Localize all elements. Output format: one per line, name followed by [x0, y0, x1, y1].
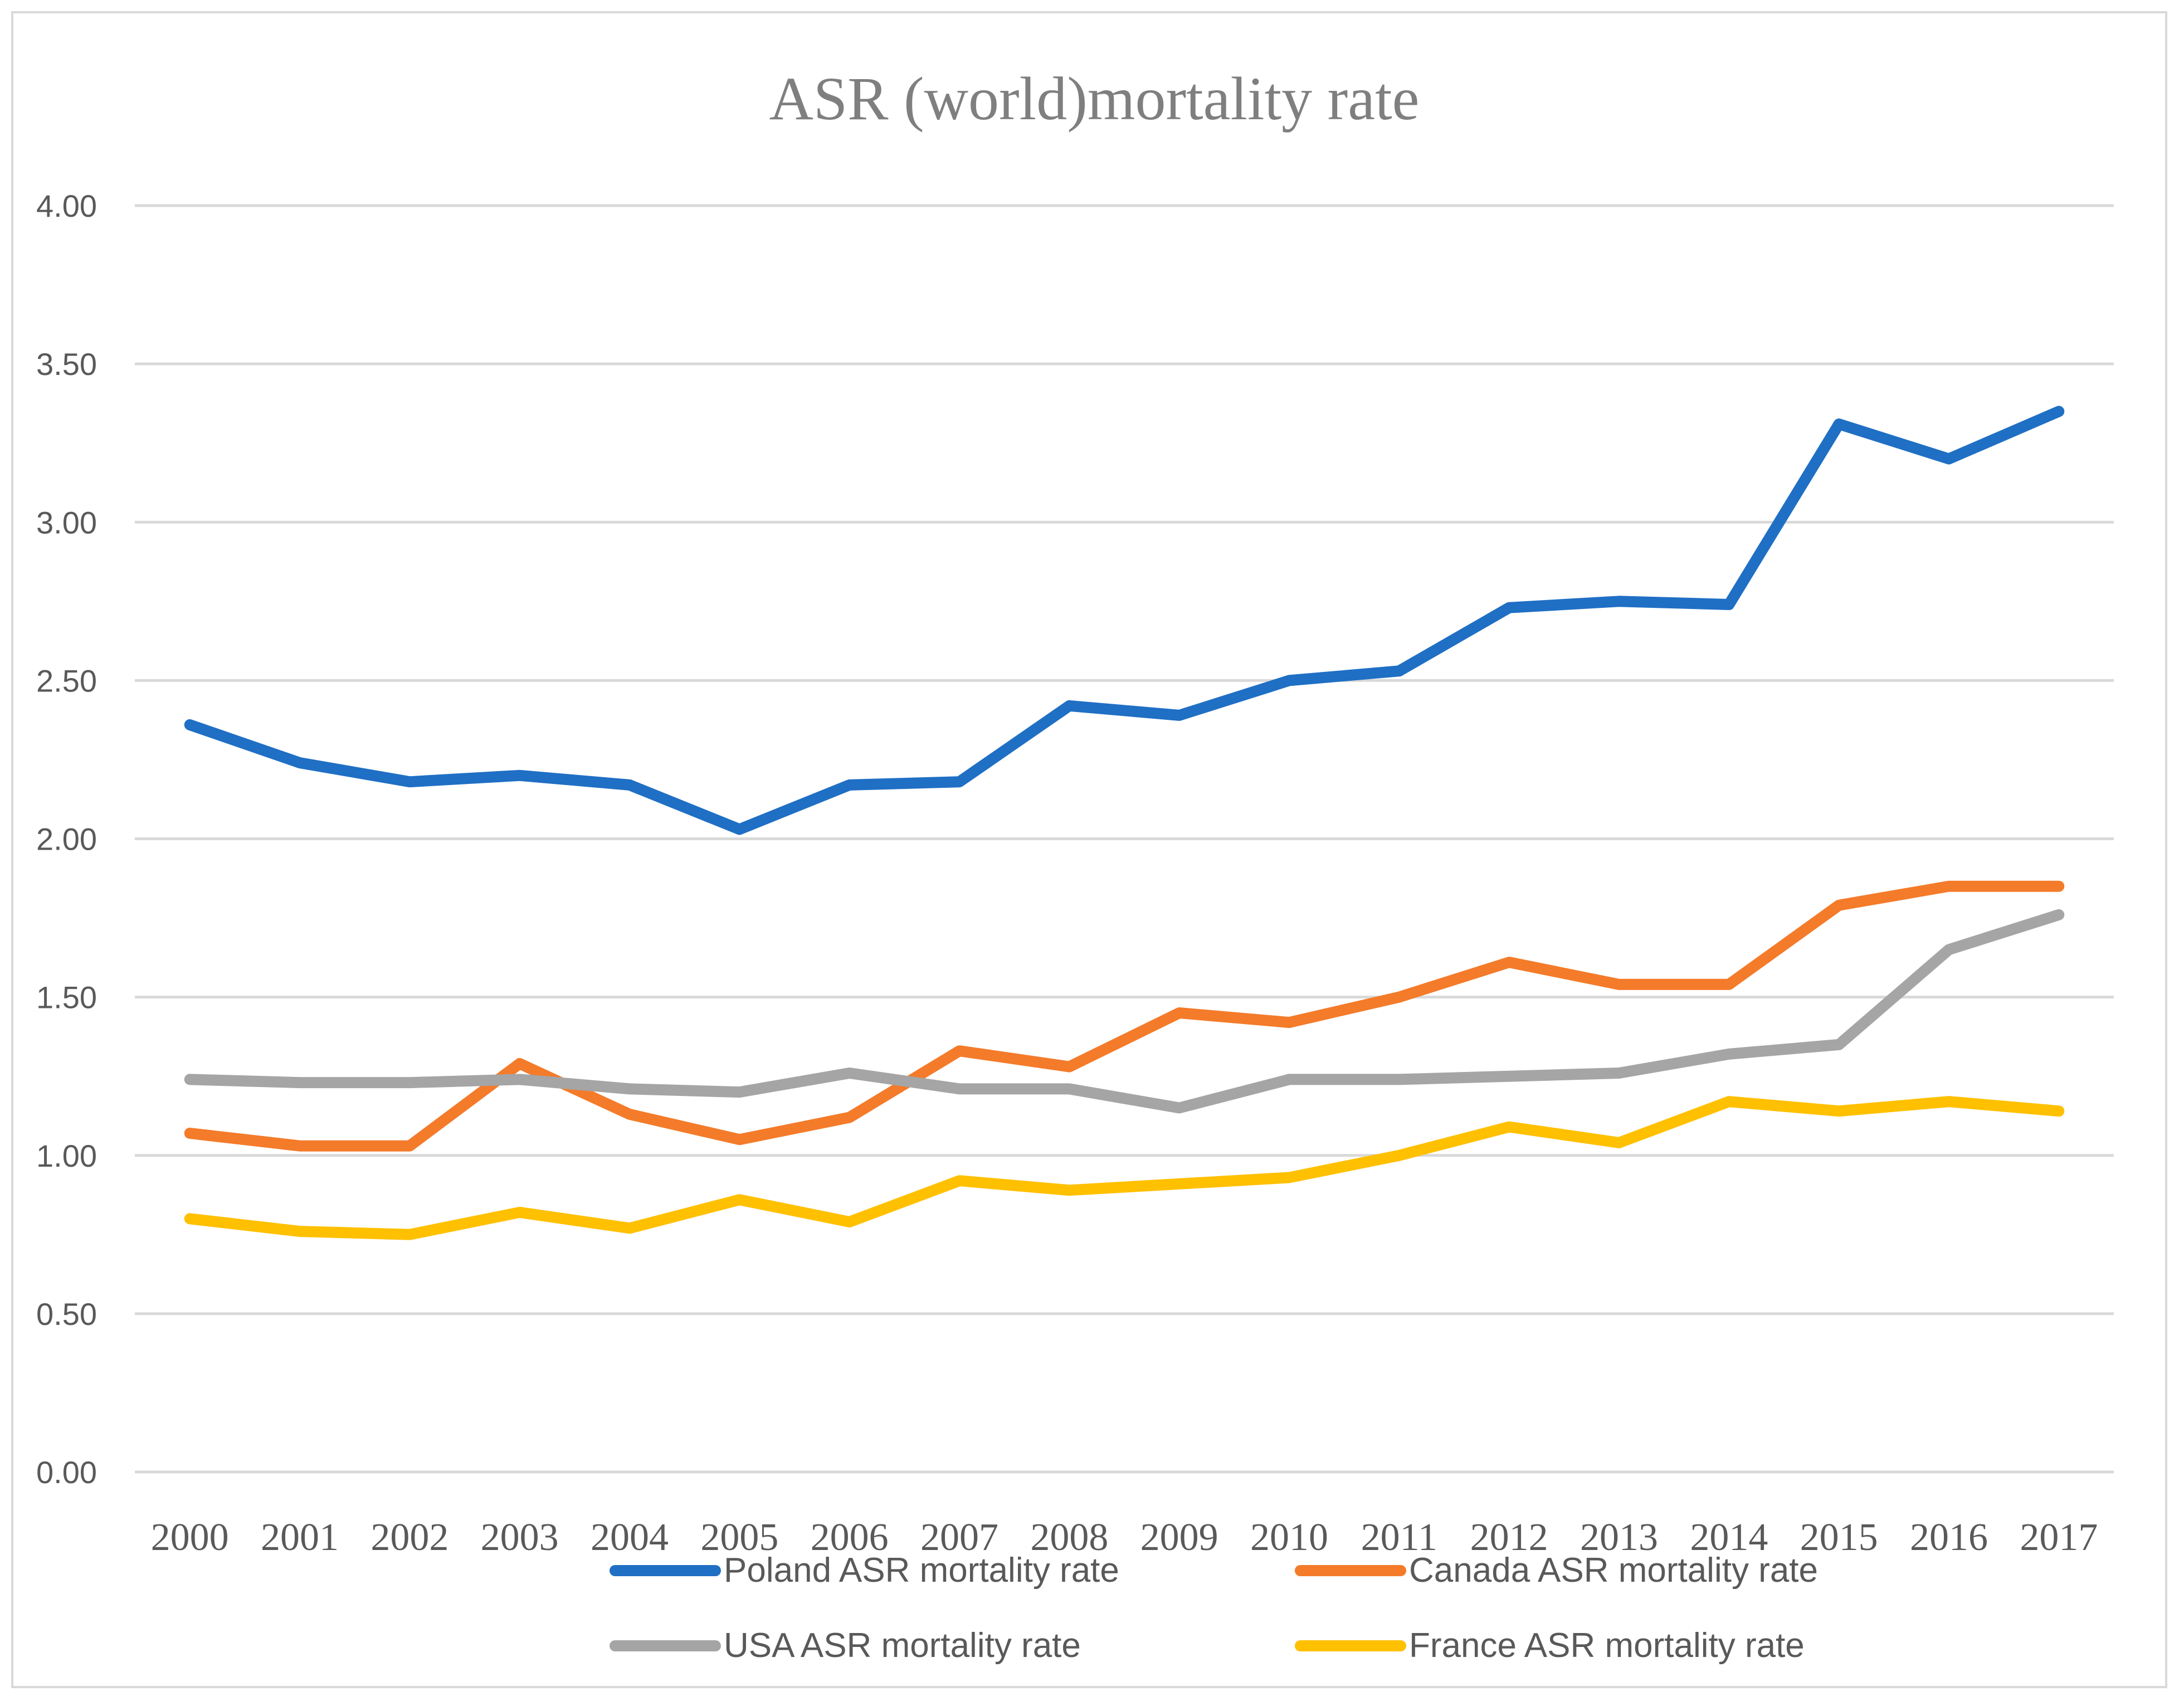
y-tick-label: 3.00	[36, 505, 97, 540]
legend-item[interactable]: Poland ASR mortality rate	[610, 1551, 1119, 1590]
x-tick-label: 2016	[1910, 1516, 1988, 1559]
legend[interactable]: Poland ASR mortality rate Canada ASR mort…	[610, 1551, 1818, 1665]
legend-item[interactable]: Canada ASR mortality rate	[1295, 1551, 1818, 1590]
x-tick-label: 2000	[151, 1516, 229, 1559]
x-tick-label: 2011	[1361, 1516, 1437, 1559]
x-tick-label: 2005	[700, 1516, 778, 1559]
series-line	[184, 909, 2065, 1114]
legend-label: USA ASR mortality rate	[724, 1626, 1081, 1665]
x-axis-tick-labels: 2000 2001 2002 2003 2004 2005 2006 2007 2008 2009…	[151, 1516, 2098, 1559]
line-chart: ASR (world)mortality rate 0.00 0.50 1.00 1.…	[36, 65, 2114, 1665]
legend-item[interactable]: USA ASR mortality rate	[610, 1626, 1081, 1665]
chart-frame: ASR (world)mortality rate 0.00 0.50 1.00 1.…	[11, 11, 2167, 1688]
legend-label: France ASR mortality rate	[1409, 1626, 1805, 1665]
x-tick-label: 2007	[920, 1516, 998, 1559]
x-tick-label: 2017	[2020, 1516, 2098, 1559]
series-line	[184, 406, 2065, 835]
gridlines	[135, 204, 2114, 1474]
series-3	[184, 1096, 2065, 1240]
x-tick-label: 2014	[1690, 1516, 1768, 1559]
y-tick-label: 1.00	[36, 1138, 97, 1173]
x-tick-label: 2001	[261, 1516, 339, 1559]
series-line	[184, 1096, 2065, 1240]
x-tick-label: 2006	[811, 1516, 889, 1559]
y-tick-label: 1.50	[36, 980, 97, 1015]
y-tick-label: 0.00	[36, 1455, 97, 1490]
y-tick-label: 4.00	[36, 188, 97, 223]
x-tick-label: 2009	[1140, 1516, 1218, 1559]
legend-item[interactable]: France ASR mortality rate	[1295, 1626, 1805, 1665]
x-tick-label: 2012	[1470, 1516, 1548, 1559]
y-tick-label: 2.50	[36, 663, 97, 698]
y-tick-label: 2.00	[36, 822, 97, 857]
x-tick-label: 2008	[1030, 1516, 1108, 1559]
chart-title: ASR (world)mortality rate	[769, 65, 1420, 133]
x-tick-label: 2002	[370, 1516, 448, 1559]
y-tick-label: 0.50	[36, 1296, 97, 1332]
x-tick-label: 2003	[481, 1516, 559, 1559]
legend-label: Canada ASR mortality rate	[1409, 1551, 1818, 1590]
series-0	[184, 406, 2065, 835]
x-tick-label: 2015	[1800, 1516, 1878, 1559]
x-tick-label: 2010	[1250, 1516, 1328, 1559]
y-axis-tick-labels: 0.00 0.50 1.00 1.50 2.00 2.50 3.00 3.50 4.00	[36, 188, 97, 1490]
series-2	[184, 909, 2065, 1114]
y-tick-label: 3.50	[36, 347, 97, 382]
legend-label: Poland ASR mortality rate	[724, 1551, 1119, 1590]
series-lines	[184, 406, 2065, 1240]
x-tick-label: 2004	[591, 1516, 669, 1559]
x-tick-label: 2013	[1580, 1516, 1658, 1559]
